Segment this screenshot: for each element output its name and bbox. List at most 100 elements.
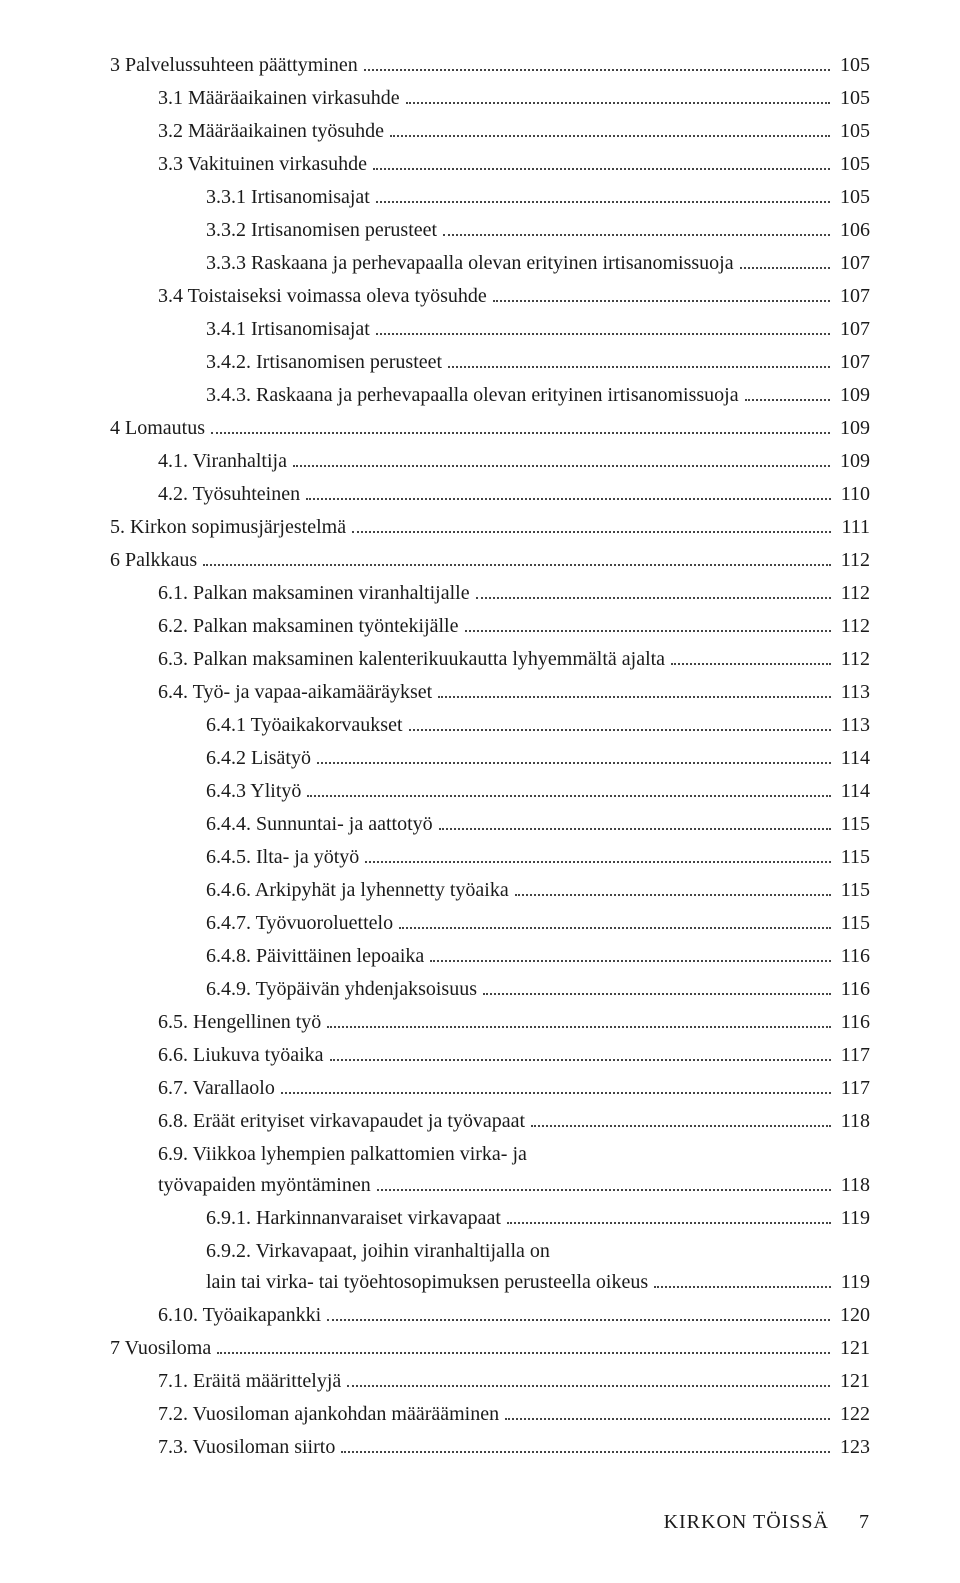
toc-entry: 7 Vuosiloma 121 — [110, 1333, 870, 1364]
toc-entry-page: 109 — [836, 413, 870, 444]
leader-dots — [352, 531, 831, 533]
toc-entry: 6.6. Liukuva työaika117 — [110, 1040, 870, 1071]
toc-entry: 6.4.4. Sunnuntai- ja aattotyö 115 — [110, 809, 870, 840]
leader-dots — [373, 168, 830, 170]
footer-page-number: 7 — [859, 1511, 870, 1533]
toc-entry-page: 106 — [836, 215, 870, 246]
toc-entry-label: 3.3.3 Raskaana ja perhevapaalla olevan e… — [206, 248, 734, 279]
toc-entry-page: 107 — [836, 314, 870, 345]
toc-entry: 3.4.3. Raskaana ja perhevapaalla olevan … — [110, 380, 870, 411]
toc-entry-label: 6.4.8. Päivittäinen lepoaika — [206, 941, 424, 972]
leader-dots — [443, 234, 830, 236]
leader-dots — [448, 366, 830, 368]
toc-entry-label-line2: lain tai virka- tai työehtosopimuksen pe… — [206, 1267, 648, 1298]
toc-entry-label: 4.2. Työsuhteinen — [158, 479, 300, 510]
toc-entry-label: 7.3. Vuosiloman siirto — [158, 1432, 335, 1463]
toc-entry-label: 6.9.1. Harkinnanvaraiset virkavapaat — [206, 1203, 501, 1234]
toc-entry-label: 6.7. Varallaolo — [158, 1073, 275, 1104]
toc-entry: 3.3.2 Irtisanomisen perusteet 106 — [110, 215, 870, 246]
toc-entry: 6.9. Viikkoa lyhempien palkattomien virk… — [110, 1139, 870, 1201]
toc-entry-page: 110 — [837, 479, 870, 510]
leader-dots — [376, 201, 830, 203]
toc-entry-page: 116 — [837, 1007, 870, 1038]
leader-dots — [465, 630, 831, 632]
toc-entry: 3.2 Määräaikainen työsuhde105 — [110, 116, 870, 147]
toc-entry: 6.4.2 Lisätyö114 — [110, 743, 870, 774]
toc-entry-label: 7.2. Vuosiloman ajankohdan määrääminen — [158, 1399, 499, 1430]
toc-entry-page: 115 — [837, 875, 870, 906]
toc-entry: 6.4.9. Työpäivän yhdenjaksoisuus116 — [110, 974, 870, 1005]
toc-entry-label: 3.4.3. Raskaana ja perhevapaalla olevan … — [206, 380, 739, 411]
toc-entry-page: 112 — [837, 545, 870, 576]
leader-dots — [740, 267, 830, 269]
toc-entry-page: 109 — [836, 446, 870, 477]
leader-dots — [390, 135, 830, 137]
toc-entry: 3.3.3 Raskaana ja perhevapaalla olevan e… — [110, 248, 870, 279]
toc-entry-page: 119 — [837, 1267, 870, 1298]
toc-entry-label: 6.4.3 Ylityö — [206, 776, 301, 807]
toc-entry-label: 6.6. Liukuva työaika — [158, 1040, 324, 1071]
toc-entry: 7.1. Eräitä määrittelyjä121 — [110, 1366, 870, 1397]
toc-entry: 6.4.6. Arkipyhät ja lyhennetty työaika11… — [110, 875, 870, 906]
toc-entry-label: 3.2 Määräaikainen työsuhde — [158, 116, 384, 147]
toc-entry-label: 3.1 Määräaikainen virkasuhde — [158, 83, 400, 114]
toc-entry-label: 6.4.9. Työpäivän yhdenjaksoisuus — [206, 974, 477, 1005]
toc-entry-label: 3.4.2. Irtisanomisen perusteet — [206, 347, 442, 378]
leader-dots — [531, 1125, 831, 1127]
toc-entry: 4 Lomautus109 — [110, 413, 870, 444]
toc-entry-label: 3.4 Toistaiseksi voimassa oleva työsuhde — [158, 281, 487, 312]
toc-entry: 6.10. Työaikapankki120 — [110, 1300, 870, 1331]
toc-entry-page: 112 — [837, 611, 870, 642]
leader-dots — [654, 1286, 831, 1288]
toc-entry-label: 6.4.1 Työaikakorvaukset — [206, 710, 403, 741]
leader-dots — [306, 498, 831, 500]
toc-entry-page: 112 — [837, 578, 870, 609]
toc-entry-label: 6 Palkkaus — [110, 545, 197, 576]
toc-entry-page: 121 — [836, 1333, 870, 1364]
toc-entry-page: 118 — [837, 1106, 870, 1137]
toc-entry: 3.1 Määräaikainen virkasuhde 105 — [110, 83, 870, 114]
leader-dots — [406, 102, 830, 104]
toc-entry: 6.4.5. Ilta- ja yötyö115 — [110, 842, 870, 873]
toc-entry-page: 122 — [836, 1399, 870, 1430]
toc-entry-page: 114 — [837, 743, 870, 774]
toc-entry-page: 107 — [836, 281, 870, 312]
toc-entry: 6 Palkkaus 112 — [110, 545, 870, 576]
leader-dots — [476, 597, 831, 599]
toc-entry: 6.1. Palkan maksaminen viranhaltijalle11… — [110, 578, 870, 609]
leader-dots — [671, 663, 831, 665]
toc-entry: 6.4. Työ- ja vapaa-aikamääräykset113 — [110, 677, 870, 708]
toc-entry-label: 6.3. Palkan maksaminen kalenterikuukautt… — [158, 644, 665, 675]
leader-dots — [493, 300, 830, 302]
toc-entry: 6.4.3 Ylityö114 — [110, 776, 870, 807]
toc-entry-label: 3.3.2 Irtisanomisen perusteet — [206, 215, 437, 246]
toc-entry-page: 105 — [836, 83, 870, 114]
toc-entry-label: 6.10. Työaikapankki — [158, 1300, 321, 1331]
leader-dots — [211, 432, 830, 434]
toc-entry-page: 123 — [836, 1432, 870, 1463]
toc-entry-label: 6.4.5. Ilta- ja yötyö — [206, 842, 359, 873]
toc-entry-label: 6.4.4. Sunnuntai- ja aattotyö — [206, 809, 433, 840]
toc-entry: 5. Kirkon sopimusjärjestelmä111 — [110, 512, 870, 543]
toc-entry-label: 6.5. Hengellinen työ — [158, 1007, 321, 1038]
toc-entry: 3.4.2. Irtisanomisen perusteet107 — [110, 347, 870, 378]
toc-entry-page: 119 — [837, 1203, 870, 1234]
leader-dots — [430, 960, 830, 962]
toc-entry-page: 115 — [837, 809, 870, 840]
toc-entry-label: 3.4.1 Irtisanomisajat — [206, 314, 370, 345]
toc-entry-label: 3.3 Vakituinen virkasuhde — [158, 149, 367, 180]
toc-entry-label: 6.8. Eräät erityiset virkavapaudet ja ty… — [158, 1106, 525, 1137]
toc-entry: 6.4.1 Työaikakorvaukset113 — [110, 710, 870, 741]
leader-dots — [364, 69, 830, 71]
toc-entry: 3.4 Toistaiseksi voimassa oleva työsuhde… — [110, 281, 870, 312]
toc-entry-label: 7 Vuosiloma — [110, 1333, 211, 1364]
toc-entry-page: 116 — [837, 941, 870, 972]
leader-dots — [745, 399, 830, 401]
toc-entry-label-line1: 6.9. Viikkoa lyhempien palkattomien virk… — [158, 1139, 870, 1170]
toc-entry: 7.3. Vuosiloman siirto 123 — [110, 1432, 870, 1463]
leader-dots — [347, 1385, 830, 1387]
toc-entry-label: 5. Kirkon sopimusjärjestelmä — [110, 512, 346, 543]
toc-entry-page: 118 — [837, 1170, 870, 1201]
toc-entry: 4.2. Työsuhteinen 110 — [110, 479, 870, 510]
leader-dots — [341, 1451, 830, 1453]
